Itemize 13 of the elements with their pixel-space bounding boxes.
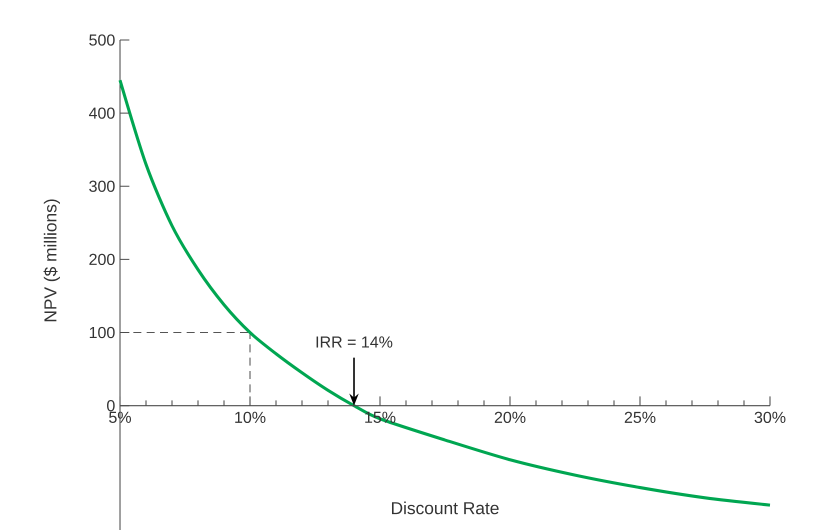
y-axis-title: NPV ($ millions) (44, 200, 60, 322)
x-axis-title: Discount Rate (392, 502, 499, 515)
y-tick-label: 200 (89, 254, 115, 266)
annotation: IRR = 14% (316, 336, 392, 348)
y-tick-label: 0 (107, 400, 115, 412)
x-tick-label: 30% (754, 412, 786, 424)
x-tick-label: 25% (624, 412, 656, 424)
x-tick-label: 10% (235, 412, 266, 424)
x-tick-label: 20% (494, 412, 526, 424)
y-tick-label: 100 (90, 327, 115, 338)
y-tick-label: 500 (89, 34, 115, 46)
y-tick-label: 400 (88, 108, 115, 120)
y-tick-label: 300 (89, 180, 115, 192)
